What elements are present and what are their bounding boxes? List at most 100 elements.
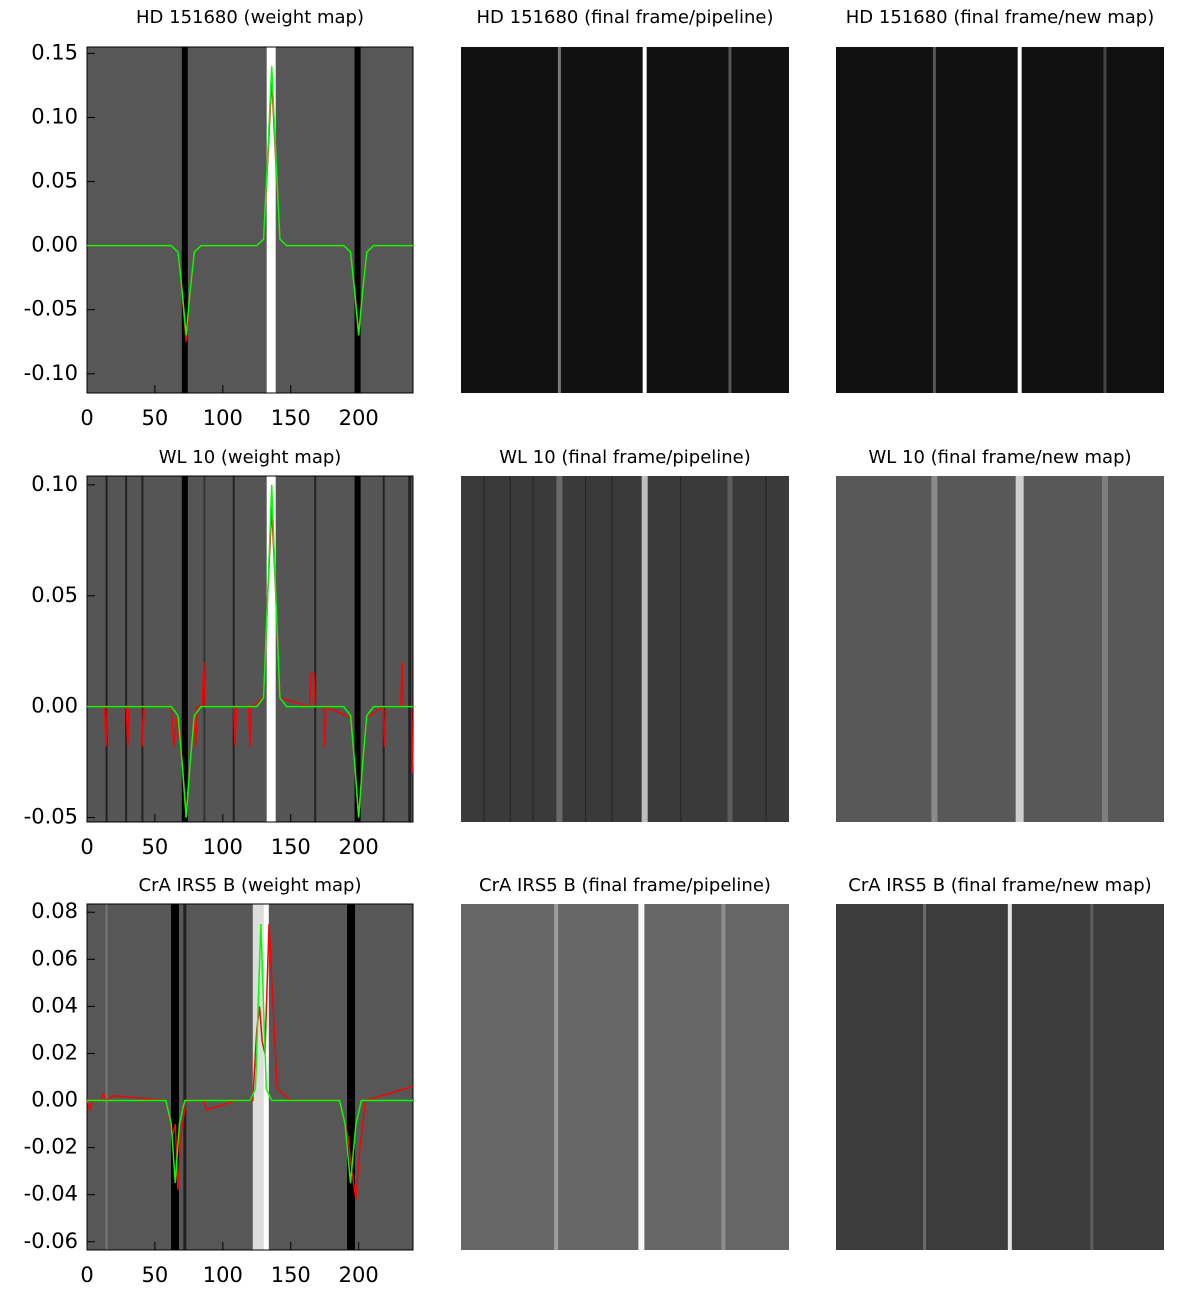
image-stripe bbox=[765, 476, 767, 822]
y-tick-label: -0.10 bbox=[24, 361, 78, 385]
panel-title: CrA IRS5 B (final frame/new map) bbox=[848, 875, 1151, 896]
image-stripe bbox=[105, 476, 108, 822]
image-stripe bbox=[408, 476, 412, 822]
plot-frame bbox=[86, 475, 414, 823]
image-stripe bbox=[141, 476, 144, 822]
image-stripe bbox=[1015, 476, 1024, 822]
plot-frame bbox=[86, 903, 414, 1251]
image-stripe bbox=[171, 904, 180, 1250]
panel-title: WL 10 (weight map) bbox=[159, 447, 342, 468]
y-tick-label: -0.06 bbox=[24, 1229, 78, 1253]
panel-image bbox=[836, 47, 1164, 393]
image-stripe bbox=[727, 476, 733, 822]
x-tick-label: 100 bbox=[203, 1263, 243, 1287]
x-tick-label: 150 bbox=[271, 406, 311, 430]
image-stripe bbox=[266, 476, 276, 822]
x-tick-label: 100 bbox=[203, 406, 243, 430]
image-stripe bbox=[680, 476, 682, 822]
image-stripe bbox=[721, 904, 726, 1250]
x-tick-label: 150 bbox=[271, 835, 311, 859]
panel-title: CrA IRS5 B (weight map) bbox=[139, 875, 362, 896]
image-stripe bbox=[181, 47, 188, 393]
image-stripe bbox=[382, 476, 385, 822]
image-stripe bbox=[641, 476, 648, 822]
x-tick-label: 0 bbox=[80, 835, 93, 859]
x-tick-label: 50 bbox=[142, 406, 169, 430]
image-stripe bbox=[532, 476, 534, 822]
y-tick-label: 0.00 bbox=[31, 1088, 78, 1112]
image-stripe bbox=[354, 47, 361, 393]
y-tick-label: 0.00 bbox=[31, 233, 78, 257]
panel-title: HD 151680 (weight map) bbox=[136, 7, 364, 28]
image-stripe bbox=[125, 476, 128, 822]
y-tick-label: -0.04 bbox=[24, 1182, 78, 1206]
data-line bbox=[87, 484, 413, 818]
panel-image bbox=[87, 47, 413, 393]
y-tick-label: 0.00 bbox=[31, 694, 78, 718]
y-tick-label: 0.15 bbox=[31, 40, 78, 64]
y-tick-label: 0.06 bbox=[31, 946, 78, 970]
image-stripe bbox=[932, 47, 936, 393]
image-stripe bbox=[1007, 904, 1012, 1250]
image-stripe bbox=[1017, 47, 1022, 393]
image-stripe bbox=[1103, 47, 1107, 393]
x-tick-label: 150 bbox=[271, 1263, 311, 1287]
image-stripe bbox=[105, 904, 108, 1250]
image-stripe bbox=[557, 47, 561, 393]
image-stripe bbox=[554, 904, 559, 1250]
image-stripe bbox=[183, 904, 187, 1250]
data-line bbox=[87, 66, 413, 336]
image-stripe bbox=[232, 476, 235, 822]
panel-title: HD 151680 (final frame/pipeline) bbox=[477, 7, 774, 28]
image-stripe bbox=[1101, 476, 1108, 822]
panel-title: HD 151680 (final frame/new map) bbox=[846, 7, 1154, 28]
y-tick-label: 0.05 bbox=[31, 169, 78, 193]
image-stripe bbox=[611, 476, 613, 822]
panel-image bbox=[461, 47, 789, 393]
y-tick-label: 0.05 bbox=[31, 583, 78, 607]
image-stripe bbox=[1090, 904, 1094, 1250]
image-stripe bbox=[509, 476, 511, 822]
y-tick-label: 0.08 bbox=[31, 899, 78, 923]
panel-image bbox=[87, 904, 413, 1250]
image-stripe bbox=[585, 476, 587, 822]
y-tick-label: 0.10 bbox=[31, 472, 78, 496]
panel-image bbox=[461, 904, 789, 1250]
image-stripe bbox=[483, 476, 485, 822]
panel-image bbox=[461, 476, 789, 822]
panel-image bbox=[836, 904, 1164, 1250]
y-tick-label: 0.02 bbox=[31, 1040, 78, 1064]
image-stripe bbox=[728, 47, 732, 393]
image-stripe bbox=[642, 47, 647, 393]
x-tick-label: 0 bbox=[80, 406, 93, 430]
x-tick-label: 0 bbox=[80, 1263, 93, 1287]
image-stripe bbox=[556, 476, 563, 822]
image-stripe bbox=[638, 904, 645, 1250]
y-tick-label: -0.02 bbox=[24, 1135, 78, 1159]
x-tick-label: 200 bbox=[339, 1263, 379, 1287]
image-stripe bbox=[931, 476, 938, 822]
image-stripe bbox=[181, 476, 188, 822]
data-line bbox=[87, 923, 413, 1183]
image-stripe bbox=[314, 476, 317, 822]
panel-title: WL 10 (final frame/pipeline) bbox=[499, 447, 751, 468]
image-stripe bbox=[923, 904, 927, 1250]
panel-image bbox=[87, 476, 413, 822]
image-stripe bbox=[266, 47, 276, 393]
x-tick-label: 50 bbox=[142, 1263, 169, 1287]
panel-title: CrA IRS5 B (final frame/pipeline) bbox=[479, 875, 771, 896]
y-tick-label: -0.05 bbox=[24, 297, 78, 321]
y-tick-label: 0.10 bbox=[31, 104, 78, 128]
y-tick-label: -0.05 bbox=[24, 805, 78, 829]
x-tick-label: 200 bbox=[339, 835, 379, 859]
x-tick-label: 50 bbox=[142, 835, 169, 859]
x-tick-label: 100 bbox=[203, 835, 243, 859]
image-stripe bbox=[354, 476, 361, 822]
image-stripe bbox=[203, 476, 206, 822]
panel-image bbox=[836, 476, 1164, 822]
plot-frame bbox=[86, 46, 414, 394]
panel-title: WL 10 (final frame/new map) bbox=[868, 447, 1131, 468]
image-stripe bbox=[347, 904, 356, 1250]
